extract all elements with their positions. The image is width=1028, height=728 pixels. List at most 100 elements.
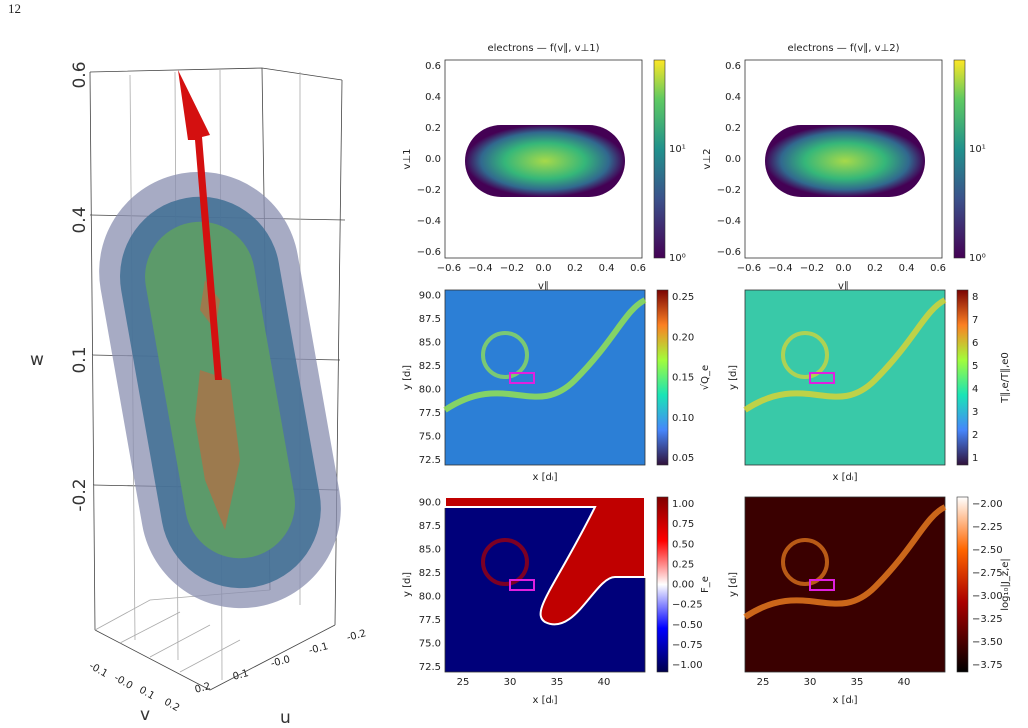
colorbar-tick-label: −1.00 bbox=[672, 660, 703, 671]
y-tick-label: 75.0 bbox=[419, 431, 441, 442]
x-label: x [dᵢ] bbox=[532, 472, 557, 483]
tick-label: -0.1 bbox=[308, 641, 330, 657]
x-tick-label: 40 bbox=[898, 677, 911, 688]
y-tick-label: 0.0 bbox=[725, 154, 741, 165]
colorbar bbox=[953, 59, 966, 259]
tick-label: 0.1 bbox=[232, 668, 250, 683]
map bbox=[444, 289, 646, 466]
x-tick-label: 0.0 bbox=[536, 263, 552, 274]
y-tick-label: 0.6 bbox=[425, 61, 441, 72]
vortex bbox=[481, 331, 529, 379]
x-tick-label: −0.2 bbox=[800, 263, 824, 274]
colorbar-tick-label: −0.25 bbox=[672, 600, 703, 611]
y-tick-label: 80.0 bbox=[419, 591, 441, 602]
axis-label: w bbox=[30, 350, 44, 370]
x-tick-label: −0.2 bbox=[500, 263, 524, 274]
colorbar-tick-label: 0.15 bbox=[672, 373, 694, 384]
tick-label: 0.6 bbox=[70, 61, 90, 88]
y-tick-label: −0.2 bbox=[417, 185, 441, 196]
y-tick-label: 82.5 bbox=[419, 568, 441, 579]
structure bbox=[743, 504, 947, 620]
colorbar-tick-label: −2.25 bbox=[972, 522, 1003, 533]
x-tick-label: 30 bbox=[804, 677, 817, 688]
tick-label: -0.2 bbox=[70, 478, 90, 511]
y-tick-label: 80.0 bbox=[419, 384, 441, 395]
colorbar-tick-label: −3.75 bbox=[972, 660, 1003, 671]
tick-label: -0.1 bbox=[87, 661, 109, 680]
colorbar-tick-label: 0.25 bbox=[672, 559, 694, 570]
structure bbox=[443, 297, 647, 413]
colorbar-tick-label: −3.25 bbox=[972, 614, 1003, 625]
colorbar-tick-label: 10¹ bbox=[969, 144, 986, 155]
panel-title: electrons — f(v∥, v⊥2) bbox=[787, 43, 899, 54]
tick-label: -0.0 bbox=[270, 654, 292, 670]
panel-title: electrons — f(v∥, v⊥1) bbox=[487, 43, 599, 54]
colorbar-tick-label: −3.00 bbox=[972, 591, 1003, 602]
y-tick-label: 0.2 bbox=[425, 123, 441, 134]
x-tick-label: 35 bbox=[851, 677, 864, 688]
colorbar-tick-label: 1 bbox=[972, 453, 978, 464]
3d-plot bbox=[89, 67, 346, 691]
colorbar-tick-label: −0.50 bbox=[672, 620, 703, 631]
y-tick-label: 77.5 bbox=[419, 615, 441, 626]
y-tick-label: 0.4 bbox=[425, 92, 441, 103]
distribution bbox=[465, 125, 625, 197]
colorbar-label: log₁₀|J_z,e| bbox=[1000, 558, 1011, 611]
colorbar-label: √Q_e bbox=[700, 365, 711, 390]
x-label: x [dᵢ] bbox=[832, 472, 857, 483]
colorbar-tick-label: −3.50 bbox=[972, 637, 1003, 648]
y-tick-label: 87.5 bbox=[419, 314, 441, 325]
colorbar-tick-label: 10⁰ bbox=[969, 253, 986, 264]
colorbar-tick-label: 0.75 bbox=[672, 519, 694, 530]
y-tick-label: 85.0 bbox=[419, 544, 441, 555]
tick-label: 0.4 bbox=[70, 206, 90, 233]
y-tick-label: 72.5 bbox=[419, 455, 441, 466]
y-tick-label: −0.4 bbox=[417, 216, 441, 227]
colorbar-tick-label: −2.00 bbox=[972, 499, 1003, 510]
colorbar-tick-label: 7 bbox=[972, 315, 978, 326]
x-tick-label: 0.2 bbox=[867, 263, 883, 274]
colorbar-tick-label: −2.75 bbox=[972, 568, 1003, 579]
y-tick-label: 0.4 bbox=[725, 92, 741, 103]
tick-label: 0.1 bbox=[70, 346, 90, 373]
marker-box bbox=[509, 579, 535, 591]
page-number: 12 bbox=[8, 1, 21, 16]
colorbar-tick-label: 0.10 bbox=[672, 413, 694, 424]
colorbar-label: T∥,e/T∥,e0 bbox=[1000, 352, 1011, 404]
x-tick-label: 35 bbox=[551, 677, 564, 688]
colorbar-tick-label: −0.75 bbox=[672, 640, 703, 651]
vortex bbox=[781, 331, 829, 379]
colorbar bbox=[653, 59, 666, 259]
y-tick-label: 77.5 bbox=[419, 408, 441, 419]
marker-box bbox=[809, 579, 835, 591]
x-tick-label: 0.6 bbox=[630, 263, 646, 274]
x-tick-label: 0.4 bbox=[899, 263, 915, 274]
y-tick-label: 82.5 bbox=[419, 361, 441, 372]
x-tick-label: −0.6 bbox=[437, 263, 461, 274]
x-tick-label: 40 bbox=[598, 677, 611, 688]
y-tick-label: 90.0 bbox=[419, 290, 441, 301]
colorbar bbox=[956, 289, 969, 466]
colorbar-tick-label: 2 bbox=[972, 430, 978, 441]
colorbar-tick-label: 4 bbox=[972, 384, 978, 395]
y-label: y [dᵢ] bbox=[402, 572, 413, 597]
colorbar-tick-label: 0.05 bbox=[672, 453, 694, 464]
axis-label: v bbox=[140, 705, 150, 725]
x-label: v∥ bbox=[838, 281, 849, 292]
x-tick-label: 0.4 bbox=[599, 263, 615, 274]
y-tick-label: 87.5 bbox=[419, 521, 441, 532]
marker-box bbox=[809, 372, 835, 384]
tick-label: -0.0 bbox=[112, 673, 134, 692]
distribution bbox=[765, 125, 925, 197]
y-tick-label: −0.6 bbox=[417, 247, 441, 258]
colorbar-tick-label: 0.25 bbox=[672, 292, 694, 303]
colorbar-tick-label: 3 bbox=[972, 407, 978, 418]
y-tick-label: 0.6 bbox=[725, 61, 741, 72]
x-tick-label: −0.6 bbox=[737, 263, 761, 274]
y-label: y [dᵢ] bbox=[402, 365, 413, 390]
x-tick-label: 0.2 bbox=[567, 263, 583, 274]
y-tick-label: −0.2 bbox=[717, 185, 741, 196]
structure bbox=[743, 297, 947, 413]
colorbar-tick-label: 1.00 bbox=[672, 499, 694, 510]
colorbar-tick-label: 0.50 bbox=[672, 539, 694, 550]
